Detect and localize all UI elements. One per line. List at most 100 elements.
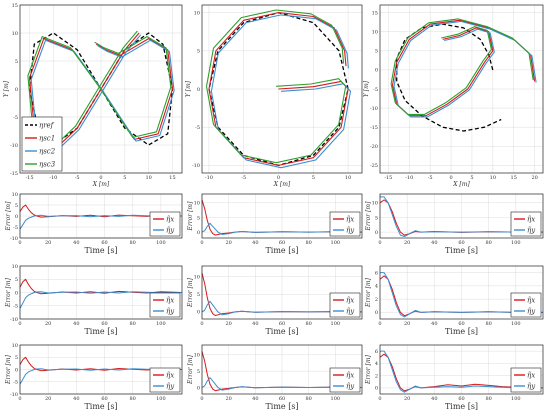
x-tick-label: 100: [156, 396, 166, 402]
x-tick-label: 100: [331, 321, 341, 327]
axes-frame: [19, 193, 183, 239]
series-line-data: [380, 196, 543, 237]
x-axis-label: Time [s]: [265, 327, 298, 336]
legend-label: η̃y: [527, 307, 536, 316]
axes-frame: [379, 193, 544, 239]
x-tick-label: 20: [225, 321, 231, 327]
x-tick-label: 0: [378, 321, 381, 327]
panel-circle: -10 -5 0 5 10 -10 -5 0 5 10 X [m] Y [m]: [185, 4, 363, 188]
series-line-data: [27, 30, 172, 150]
legend-label: η̃x: [346, 371, 354, 380]
y-tick-label: 10: [12, 343, 18, 349]
y-tick-label: 5: [15, 203, 18, 209]
y-axis-label: Error [m]: [187, 201, 194, 232]
x-tick-label: 60: [458, 240, 464, 246]
y-tick-label: 10: [194, 201, 200, 207]
y-axis-label: Error [m]: [5, 277, 12, 308]
y-tick-label: -15: [10, 171, 18, 177]
x-tick-label: 80: [130, 321, 136, 327]
y-axis-label: Error [m]: [5, 201, 12, 232]
y-axis-label: Error [m]: [365, 354, 372, 385]
x-tick-label: 20: [404, 240, 410, 246]
x-tick-label: 0: [378, 396, 381, 402]
y-tick-label: -5: [195, 125, 200, 131]
y-tick-label: -10: [370, 106, 378, 112]
y-axis-label: Error [m]: [5, 354, 12, 385]
y-tick-label: 5: [15, 355, 18, 361]
axes-frame: [19, 265, 183, 320]
x-tick-label: 60: [279, 321, 285, 327]
legend-label: η̃y: [527, 382, 536, 391]
legend-label: η̃x: [346, 215, 354, 224]
x-tick-label: 0: [200, 240, 203, 246]
y-axis-label: Error [m]: [365, 277, 372, 308]
y-tick-label: 5: [197, 215, 200, 221]
x-tick-label: 40: [252, 321, 258, 327]
x-tick-label: 40: [73, 396, 79, 402]
y-tick-label: 0: [15, 87, 18, 93]
trajectory-legend: ηref ηsc1 ηsc2 ηsc3: [21, 116, 63, 172]
x-tick-label: -10: [405, 175, 413, 181]
y-tick-label: 5: [15, 277, 18, 283]
axes-frame: [19, 4, 183, 174]
x-tick-label: 60: [458, 396, 464, 402]
y-axis-label: Y [m]: [3, 80, 10, 97]
y-tick-label: 2: [375, 297, 378, 303]
error-legend: η̃x η̃y: [510, 292, 542, 318]
legend-label: η̃x: [166, 371, 174, 380]
y-tick-label: 6: [375, 270, 378, 276]
y-tick-label: 0: [375, 230, 378, 236]
series-line-data: [201, 222, 363, 235]
legend-label: η̃x: [166, 215, 174, 224]
error-legend: η̃x η̃y: [149, 292, 181, 318]
y-tick-label: -10: [10, 392, 18, 398]
legend-label: η̃y: [346, 382, 355, 391]
axes-frame: [379, 344, 544, 395]
legend-box: [149, 292, 181, 318]
x-tick-label: 80: [305, 240, 311, 246]
y-tick-label: -20: [370, 144, 378, 150]
x-tick-label: 40: [73, 240, 79, 246]
x-tick-label: 10: [490, 175, 496, 181]
panel-error-r3c3: 0 20 40 60 80 100 0 2 4 6 Time [s] Error [m] η̃x η̃y: [365, 344, 544, 411]
panel-error-r3c1: 0 20 40 60 80 100 -10 -5 0 5 10 Time [s] Error [m] η̃…: [5, 343, 183, 411]
x-axis-label: Time [s]: [265, 246, 298, 255]
y-tick-label: 0: [15, 290, 18, 296]
x-tick-label: 60: [101, 240, 107, 246]
y-axis-label: Error [m]: [365, 201, 372, 232]
y-tick-label: 15: [372, 10, 378, 16]
legend-box: [149, 367, 181, 393]
x-tick-label: 80: [485, 396, 491, 402]
y-tick-label: -5: [13, 380, 18, 386]
legend-box: [510, 211, 542, 237]
x-axis-label: Time [s]: [445, 402, 478, 411]
series-line-data: [380, 272, 543, 318]
x-tick-label: 0: [449, 175, 452, 181]
legend-box: [329, 211, 361, 237]
y-tick-label: 5: [197, 369, 200, 375]
y-tick-label: 10: [372, 201, 378, 207]
y-tick-label: -25: [370, 163, 378, 169]
x-tick-label: 40: [252, 396, 258, 402]
y-axis-label: Y [m]: [185, 80, 192, 97]
x-tick-label: 20: [225, 396, 231, 402]
x-tick-label: 80: [130, 240, 136, 246]
legend-label: η̃y: [346, 226, 355, 235]
x-tick-label: 80: [305, 321, 311, 327]
y-tick-label: 10: [372, 30, 378, 36]
panel-error-r2c1: 0 20 40 60 80 100 -10 -5 0 5 10 Time [s] Error [m] η̃…: [5, 264, 183, 336]
x-tick-label: 0: [277, 175, 280, 181]
error-legend: η̃x η̃y: [329, 211, 361, 237]
legend-label: η̃y: [166, 226, 175, 235]
panel-spiral: -15 -10 -5 0 5 10 15 20 -25 -20 -15 -10 -5 0 5 10 15 X [m…: [363, 4, 544, 188]
panel-error-r2c3: 0 20 40 60 80 100 0 2 4 6 Time [s] Error [m] η̃x η̃y: [365, 265, 544, 336]
x-tick-label: -5: [241, 175, 246, 181]
y-tick-label: -5: [13, 304, 18, 310]
panel-figure-eight: -15 -10 -5 0 5 10 15 -15 -10 -5 0 5 10 15 X [m] Y [m] ηr…: [3, 3, 183, 188]
axes-frame: [19, 344, 183, 395]
panel-error-r2c2: 0 20 40 60 80 100 0 5 10 Time [s] Error [m] η̃x η̃y: [187, 265, 363, 336]
y-tick-label: -5: [373, 87, 378, 93]
y-tick-label: 0: [197, 310, 200, 316]
legend-label: η̃x: [527, 371, 535, 380]
legend-label: ηsc3: [39, 161, 56, 169]
